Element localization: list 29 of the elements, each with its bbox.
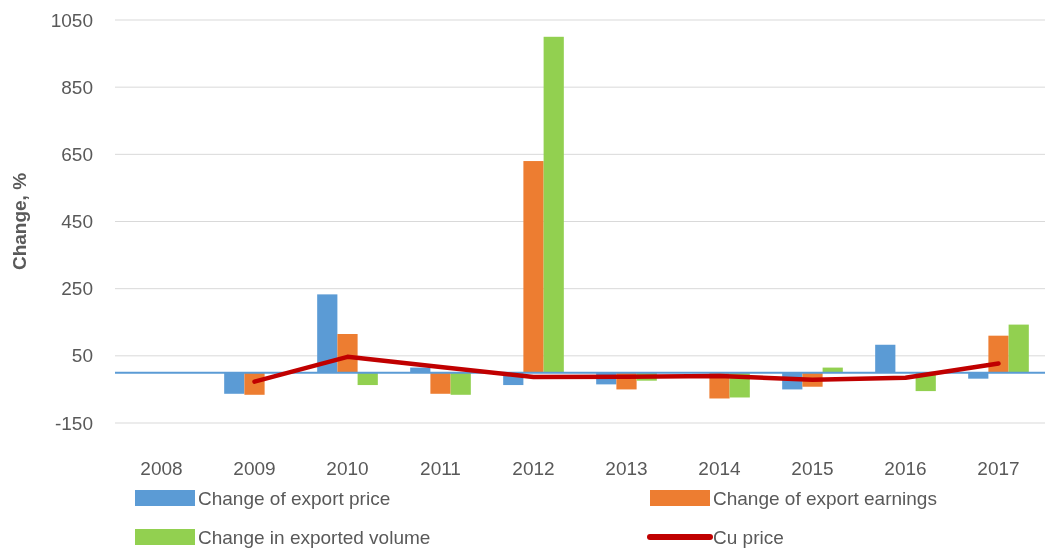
x-tick-label: 2013	[605, 457, 648, 479]
bar	[430, 372, 451, 394]
x-tick-label: 2011	[420, 457, 461, 479]
bar	[450, 372, 471, 395]
y-tick-label: 1050	[50, 9, 93, 31]
x-tick-label: 2014	[698, 457, 742, 479]
legend-label: Change in exported volume	[198, 527, 431, 548]
line-series	[252, 354, 1001, 384]
x-tick-label: 2009	[233, 457, 276, 479]
y-axis-title: Change, %	[9, 172, 30, 271]
bar	[1008, 324, 1029, 373]
x-tick-label: 2008	[140, 457, 183, 479]
x-tick-label: 2010	[326, 457, 369, 479]
bar	[523, 161, 544, 373]
x-tick-label: 2012	[512, 457, 555, 479]
x-tick-label: 2015	[791, 457, 834, 479]
legend-label: Change of export earnings	[713, 488, 937, 509]
x-tick-label: 2017	[977, 457, 1020, 479]
y-tick-label: 650	[61, 143, 93, 165]
y-tick-label: 450	[61, 211, 93, 233]
legend-label: Change of export price	[198, 488, 391, 509]
bar	[988, 335, 1009, 373]
y-tick-label: 850	[61, 76, 93, 98]
y-tick-label: -150	[54, 412, 93, 434]
legend-label: Cu price	[713, 527, 784, 548]
bar	[543, 36, 564, 373]
x-tick-label: 2016	[884, 457, 927, 479]
y-tick-label: 50	[71, 345, 93, 367]
y-tick-label: 250	[61, 278, 93, 300]
